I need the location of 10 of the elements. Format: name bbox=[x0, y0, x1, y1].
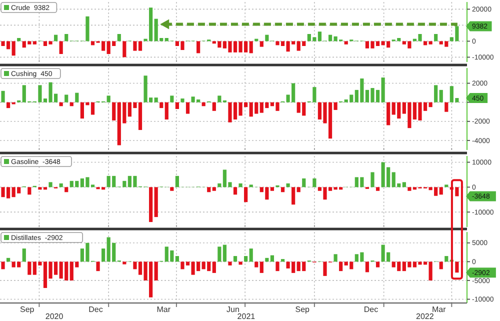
text: 2021 bbox=[237, 312, 256, 321]
x-tick-label: Sep bbox=[20, 305, 35, 314]
x-tick-label: Sep bbox=[295, 305, 310, 314]
text: 2022 bbox=[416, 312, 434, 321]
x-tick-label: Mar bbox=[432, 305, 446, 314]
x-tick-label: Jun bbox=[226, 305, 240, 314]
text: 2020 bbox=[45, 312, 64, 321]
x-tick-label: Dec bbox=[88, 305, 103, 314]
x-tick-label: Dec bbox=[364, 305, 378, 314]
x-tick-label: Mar bbox=[156, 305, 171, 314]
